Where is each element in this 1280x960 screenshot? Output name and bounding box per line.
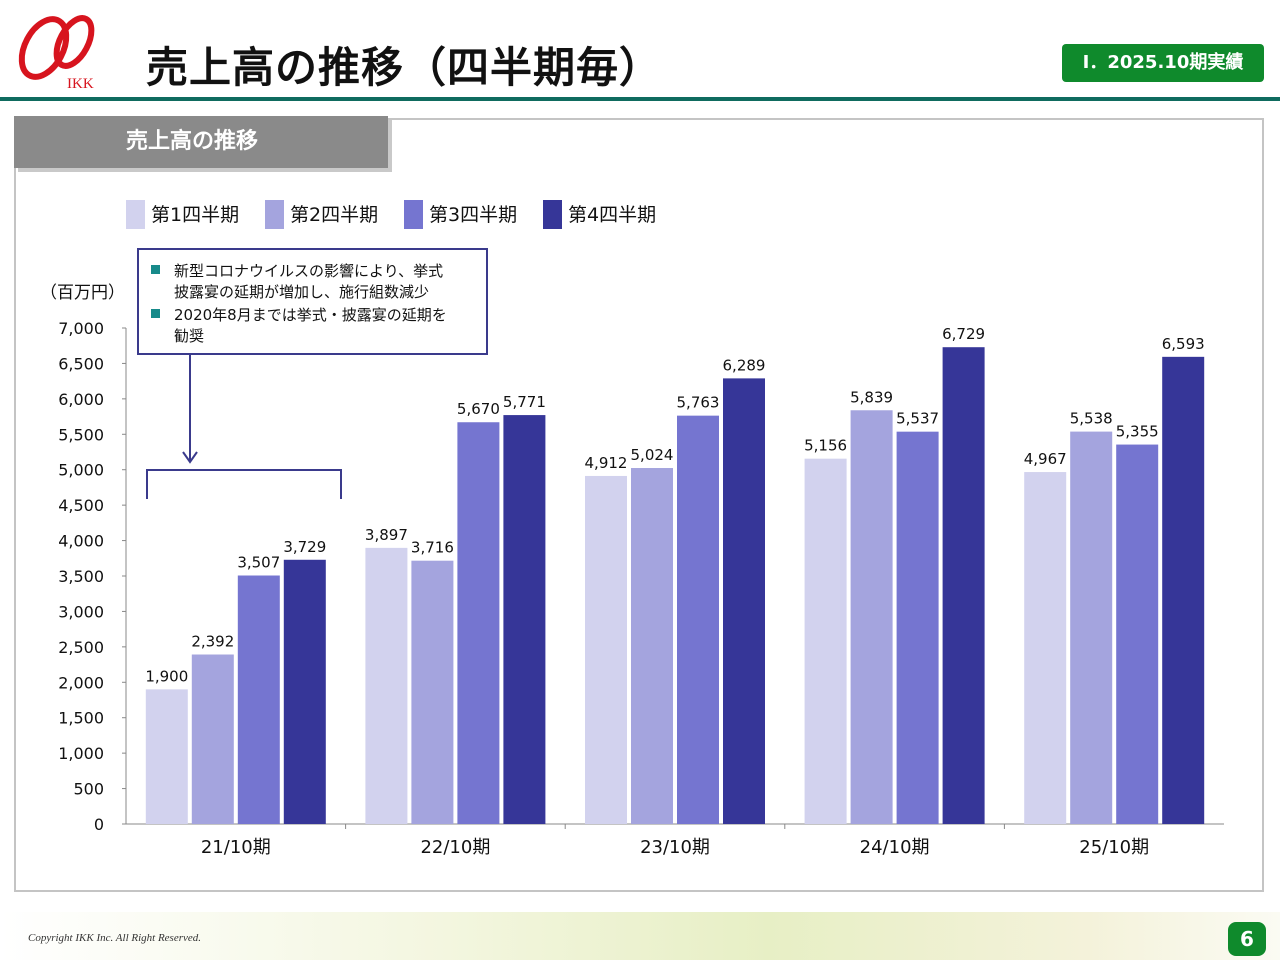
header-divider — [0, 97, 1280, 101]
bar — [1024, 472, 1067, 824]
annotation-line: 披露宴の延期が増加し、施行組数減少 — [174, 283, 429, 301]
legend-swatch — [404, 200, 423, 229]
x-tick-label: 21/10期 — [201, 837, 271, 858]
bar-value-label: 6,593 — [1162, 335, 1205, 353]
y-tick-label: 5,500 — [58, 425, 104, 444]
bar — [411, 560, 454, 824]
bar-value-label: 3,507 — [237, 554, 280, 572]
bar-value-label: 6,289 — [723, 356, 766, 374]
annotation-bullet-icon — [151, 309, 160, 318]
bar-value-label: 5,763 — [677, 394, 720, 412]
bar — [585, 475, 627, 824]
covid-annotation: 新型コロナウイルスの影響により、挙式 披露宴の延期が増加し、施行組数減少 202… — [137, 248, 488, 499]
x-tick-label: 25/10期 — [1079, 837, 1149, 858]
legend-swatch — [265, 200, 284, 229]
bar — [723, 378, 765, 824]
y-tick-label: 4,000 — [58, 532, 104, 551]
annotation-box — [137, 248, 488, 355]
legend-label: 第1四半期 — [151, 204, 239, 226]
bar — [1070, 431, 1113, 824]
y-tick-label: 3,500 — [58, 567, 104, 586]
bar-value-label: 4,967 — [1024, 450, 1067, 468]
legend-label: 第2四半期 — [290, 204, 378, 226]
logo-text: IKK — [67, 76, 94, 92]
bar — [850, 410, 893, 824]
bar — [896, 431, 939, 824]
bar — [942, 347, 985, 824]
bar-value-label: 5,024 — [631, 446, 674, 464]
y-tick-label: 2,000 — [58, 673, 104, 692]
annotation-bullet-icon — [151, 265, 160, 274]
bar — [631, 468, 673, 824]
ikk-logo: IKK — [18, 15, 95, 92]
bar — [191, 654, 234, 824]
legend-swatch — [543, 200, 562, 229]
y-tick-label: 4,500 — [58, 496, 104, 515]
y-tick-label: 6,500 — [58, 354, 104, 373]
legend-swatch — [126, 200, 145, 229]
y-tick-label: 500 — [73, 780, 104, 799]
bar — [365, 547, 408, 824]
bar-value-label: 5,156 — [804, 437, 847, 455]
x-tick-label: 22/10期 — [420, 837, 490, 858]
annotation-line: 勧奨 — [174, 327, 204, 345]
bar-value-label: 2,392 — [191, 633, 234, 651]
bar — [283, 559, 326, 824]
bar-value-label: 5,355 — [1116, 423, 1159, 441]
y-tick-label: 1,500 — [58, 709, 104, 728]
legend-label: 第4四半期 — [568, 204, 656, 226]
annotation-line: 新型コロナウイルスの影響により、挙式 — [174, 262, 443, 280]
x-tick-label: 23/10期 — [640, 837, 710, 858]
x-tick-label: 24/10期 — [860, 837, 930, 858]
copyright-text: Copyright IKK Inc. All Right Reserved. — [28, 932, 202, 944]
bar-value-label: 3,729 — [283, 538, 326, 556]
bar-value-label: 1,900 — [145, 667, 188, 685]
bar-value-label: 5,839 — [850, 388, 893, 406]
y-tick-label: 0 — [94, 815, 104, 834]
y-tick-label: 6,000 — [58, 390, 104, 409]
bar — [677, 415, 719, 824]
bar — [1116, 444, 1159, 824]
bar-value-label: 5,670 — [457, 400, 500, 418]
y-axis-ticks: 0 500 1,000 1,500 2,000 2,500 3,000 3,500 4,000 4… — [58, 319, 126, 834]
legend-label: 第3四半期 — [429, 204, 517, 226]
bar-value-label: 3,897 — [365, 526, 408, 544]
bar-value-label: 4,912 — [585, 454, 628, 472]
chart-bars — [145, 347, 1205, 824]
panel-title-tab: 売上高の推移 — [14, 116, 388, 168]
x-axis-labels: 21/10期 22/10期 23/10期 24/10期 25/10期 — [201, 824, 1149, 858]
page-title: 売上高の推移（四半期毎） — [146, 43, 663, 92]
annotation-bracket — [146, 469, 342, 499]
y-axis-label: （百万円） — [40, 283, 125, 303]
bar — [503, 415, 546, 824]
y-tick-label: 5,000 — [58, 461, 104, 480]
section-badge: Ⅰ．2025.10期実績 — [1062, 44, 1264, 82]
annotation-line: 2020年8月までは挙式・披露宴の延期を — [174, 306, 447, 324]
bar-value-label: 5,771 — [503, 393, 546, 411]
bar-value-label: 6,729 — [942, 325, 985, 343]
y-tick-label: 7,000 — [58, 319, 104, 338]
bar — [237, 575, 280, 824]
y-tick-label: 3,000 — [58, 602, 104, 621]
bar-value-label: 3,716 — [411, 539, 454, 557]
bar-value-label: 5,538 — [1070, 410, 1113, 428]
page-number: 6 — [1228, 922, 1266, 956]
bar — [1162, 356, 1205, 824]
bar — [457, 422, 500, 824]
y-tick-label: 1,000 — [58, 744, 104, 763]
bar-value-label: 5,537 — [896, 410, 939, 428]
arrow-down-icon — [182, 451, 198, 464]
chart-legend: 第1四半期 第2四半期 第3四半期 第4四半期 — [126, 200, 656, 229]
y-tick-label: 2,500 — [58, 638, 104, 657]
bar — [804, 458, 847, 824]
bar — [145, 689, 188, 824]
footer-band — [0, 912, 1280, 960]
